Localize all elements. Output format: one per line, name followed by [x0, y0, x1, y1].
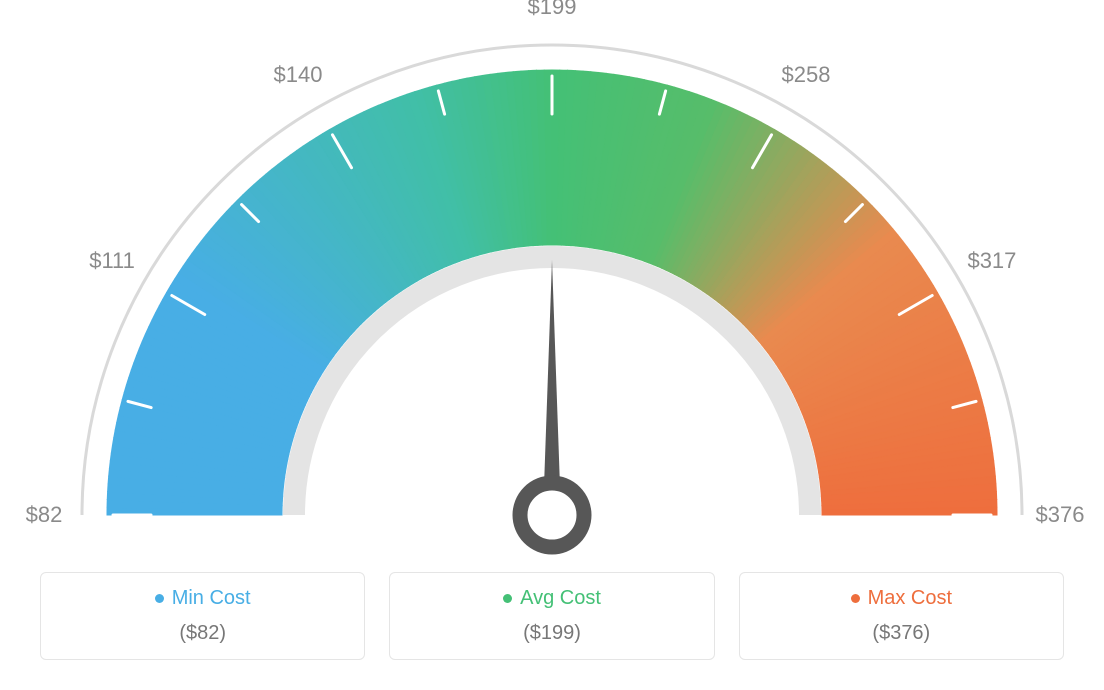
tick-label: $140: [274, 62, 323, 88]
gauge-hub: [520, 483, 584, 547]
legend-dot-avg: [503, 594, 512, 603]
tick-label: $199: [528, 0, 577, 20]
legend-dot-min: [155, 594, 164, 603]
gauge-area: $82 $111 $140 $199 $258 $317 $376: [0, 0, 1104, 560]
legend-card-min: Min Cost ($82): [40, 572, 365, 660]
tick-label: $111: [89, 248, 135, 274]
legend-row: Min Cost ($82) Avg Cost ($199) Max Cost …: [40, 572, 1064, 660]
tick-label: $317: [967, 248, 1016, 274]
legend-dot-max: [851, 594, 860, 603]
legend-max-label: Max Cost: [851, 587, 952, 610]
gauge-svg: [0, 0, 1104, 560]
cost-gauge-container: $82 $111 $140 $199 $258 $317 $376 Min Cost ($8…: [0, 0, 1104, 690]
legend-avg-value: ($199): [390, 622, 713, 645]
legend-card-avg: Avg Cost ($199): [389, 572, 714, 660]
legend-max-value: ($376): [740, 622, 1063, 645]
legend-avg-label: Avg Cost: [503, 587, 601, 610]
legend-card-max: Max Cost ($376): [739, 572, 1064, 660]
tick-label: $376: [1036, 502, 1085, 528]
tick-label: $82: [26, 502, 63, 528]
legend-min-value: ($82): [41, 622, 364, 645]
legend-min-label: Min Cost: [155, 587, 251, 610]
tick-label: $258: [782, 62, 831, 88]
